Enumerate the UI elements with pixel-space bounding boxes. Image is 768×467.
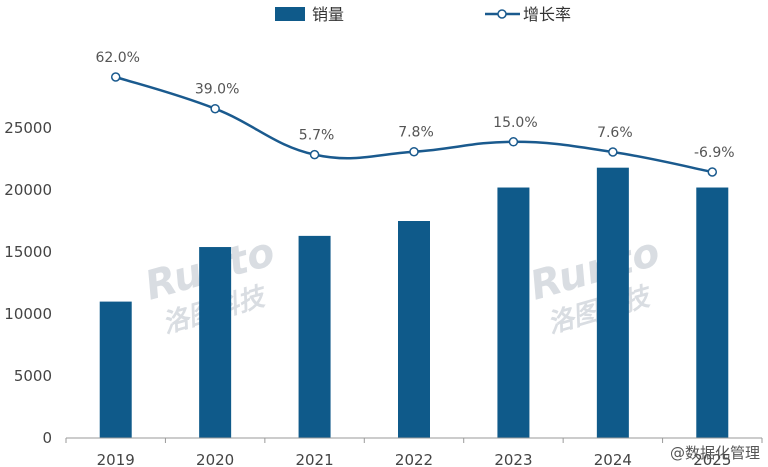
- line-series: 62.0% 39.0% 5.7% 7.8% 15.0% 7.6% -6.9%: [95, 50, 735, 177]
- x-tick-label: 2019: [97, 451, 135, 467]
- growth-rate-label: 15.0%: [493, 115, 537, 131]
- growth-rate-point: [608, 147, 618, 157]
- y-axis: 0 5000 10000 15000 20000 25000: [4, 119, 52, 447]
- legend-line-marker: [497, 9, 507, 19]
- y-tick-label: 5000: [14, 367, 52, 385]
- growth-rate-point: [309, 149, 320, 160]
- x-tick-label: 2022: [395, 451, 433, 467]
- legend: 销量 增长率: [275, 5, 571, 24]
- legend-line-label: 增长率: [523, 5, 571, 24]
- bar: [398, 221, 430, 438]
- bar: [199, 247, 232, 438]
- bar-series: [99, 167, 729, 438]
- growth-rate-label: 7.8%: [398, 125, 434, 141]
- bar: [596, 167, 629, 438]
- bar: [298, 235, 331, 438]
- x-axis: 2019 2020 2021 2022 2023 2024 2025: [65, 437, 763, 467]
- growth-rate-label: 39.0%: [195, 82, 239, 98]
- growth-rate-label: 7.6%: [597, 125, 633, 141]
- bar: [497, 187, 530, 438]
- x-tick-label: 2025: [693, 451, 731, 467]
- legend-bar-label: 销量: [312, 5, 344, 24]
- growth-rate-point: [508, 137, 519, 147]
- x-tick-label: 2020: [196, 451, 234, 467]
- x-tick-label: 2024: [594, 451, 632, 467]
- growth-rate-label: -6.9%: [694, 145, 735, 161]
- y-tick-label: 15000: [4, 243, 52, 261]
- y-tick-label: 25000: [4, 119, 52, 137]
- x-tick-label: 2023: [494, 451, 532, 467]
- growth-rate-point: [409, 146, 419, 157]
- growth-rate-label: 5.7%: [299, 128, 335, 144]
- growth-rate-label: 62.0%: [95, 50, 139, 66]
- y-tick-label: 10000: [4, 305, 52, 323]
- y-tick-label: 20000: [4, 181, 52, 199]
- bar: [696, 187, 729, 438]
- bar: [99, 301, 132, 438]
- y-tick-label: 0: [42, 429, 52, 447]
- growth-rate-point: [110, 72, 121, 82]
- growth-rate-point: [707, 167, 718, 177]
- legend-bar-swatch: [275, 7, 305, 21]
- x-tick-label: 2021: [295, 451, 333, 467]
- corner-watermark: @数据化管理: [669, 444, 760, 462]
- growth-rate-point: [210, 103, 220, 114]
